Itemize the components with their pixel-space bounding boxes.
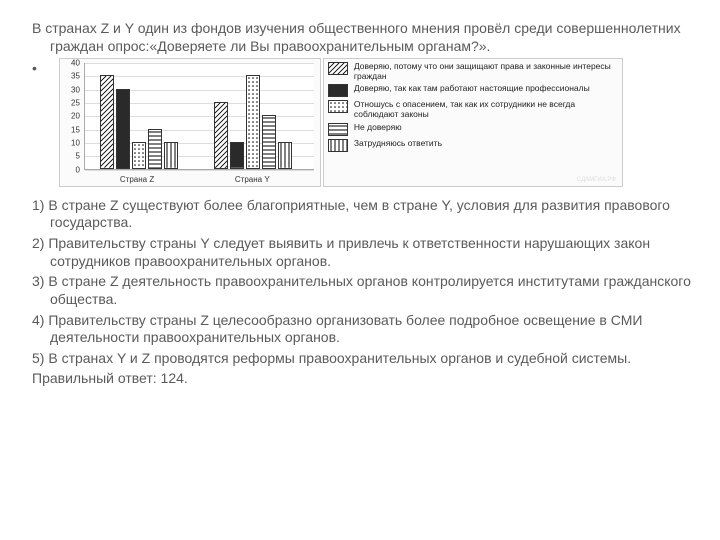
legend-label: Отношусь с опасением, так как их сотрудн…: [354, 100, 618, 120]
bar: [262, 115, 276, 169]
x-label-z: Страна Z: [120, 175, 154, 184]
bar: [148, 129, 162, 169]
answer-2: 2) Правительству страны Y следует выявит…: [32, 235, 698, 270]
y-tick-label: 30: [64, 85, 80, 94]
bar-chart: Страна Z Страна Y 0 5 10 15 20 25 30 35 40: [59, 58, 321, 187]
watermark: СДАМГИА.РФ: [577, 177, 616, 183]
legend-item: Доверяю, так как там работают настоящие …: [328, 84, 618, 97]
bar: [132, 142, 146, 169]
y-tick-label: 40: [64, 58, 80, 67]
bar: [214, 102, 228, 169]
legend-label: Доверяю, потому что они защищают права и…: [354, 62, 618, 82]
bar: [116, 89, 130, 169]
legend-label: Затрудняюсь ответить: [354, 139, 618, 149]
legend-swatch: [328, 62, 348, 75]
bar: [100, 75, 114, 169]
bar: [278, 142, 292, 169]
y-tick-label: 20: [64, 112, 80, 121]
answer-3: 3) В стране Z деятельность правоохраните…: [32, 273, 698, 308]
legend-swatch: [328, 139, 348, 152]
answer-list: 1) В стране Z существуют более благоприя…: [32, 197, 698, 368]
legend-swatch: [328, 100, 348, 113]
figure: Страна Z Страна Y 0 5 10 15 20 25 30 35 40 Довер…: [59, 58, 623, 187]
bullet: •: [32, 61, 37, 75]
answer-4: 4) Правительству страны Z целесообразно …: [32, 312, 698, 347]
y-tick-label: 5: [64, 152, 80, 161]
y-tick-label: 10: [64, 139, 80, 148]
bar: [164, 142, 178, 169]
x-label-y: Страна Y: [235, 175, 270, 184]
y-tick-label: 15: [64, 125, 80, 134]
legend-item: Не доверяю: [328, 123, 618, 136]
y-tick-label: 25: [64, 98, 80, 107]
legend-swatch: [328, 84, 348, 97]
bar-group: [99, 75, 179, 169]
y-tick-label: 35: [64, 72, 80, 81]
bar: [230, 142, 244, 169]
bar: [246, 75, 260, 169]
answer-5: 5) В странах Y и Z проводятся реформы пр…: [32, 350, 698, 368]
legend-swatch: [328, 123, 348, 136]
legend-label: Не доверяю: [354, 123, 618, 133]
y-tick-label: 0: [64, 165, 80, 174]
chart-legend: Доверяю, потому что они защищают права и…: [323, 58, 623, 187]
legend-item: Отношусь с опасением, так как их сотрудн…: [328, 100, 618, 120]
bar-group: [213, 75, 293, 169]
answer-1: 1) В стране Z существуют более благоприя…: [32, 197, 698, 232]
legend-item: Доверяю, потому что они защищают права и…: [328, 62, 618, 82]
legend-item: Затрудняюсь ответить: [328, 139, 618, 152]
question-text: В странах Z и Y один из фондов изучения …: [50, 20, 698, 56]
correct-answer: Правильный ответ: 124.: [32, 370, 698, 386]
legend-label: Доверяю, так как там работают настоящие …: [354, 84, 618, 94]
